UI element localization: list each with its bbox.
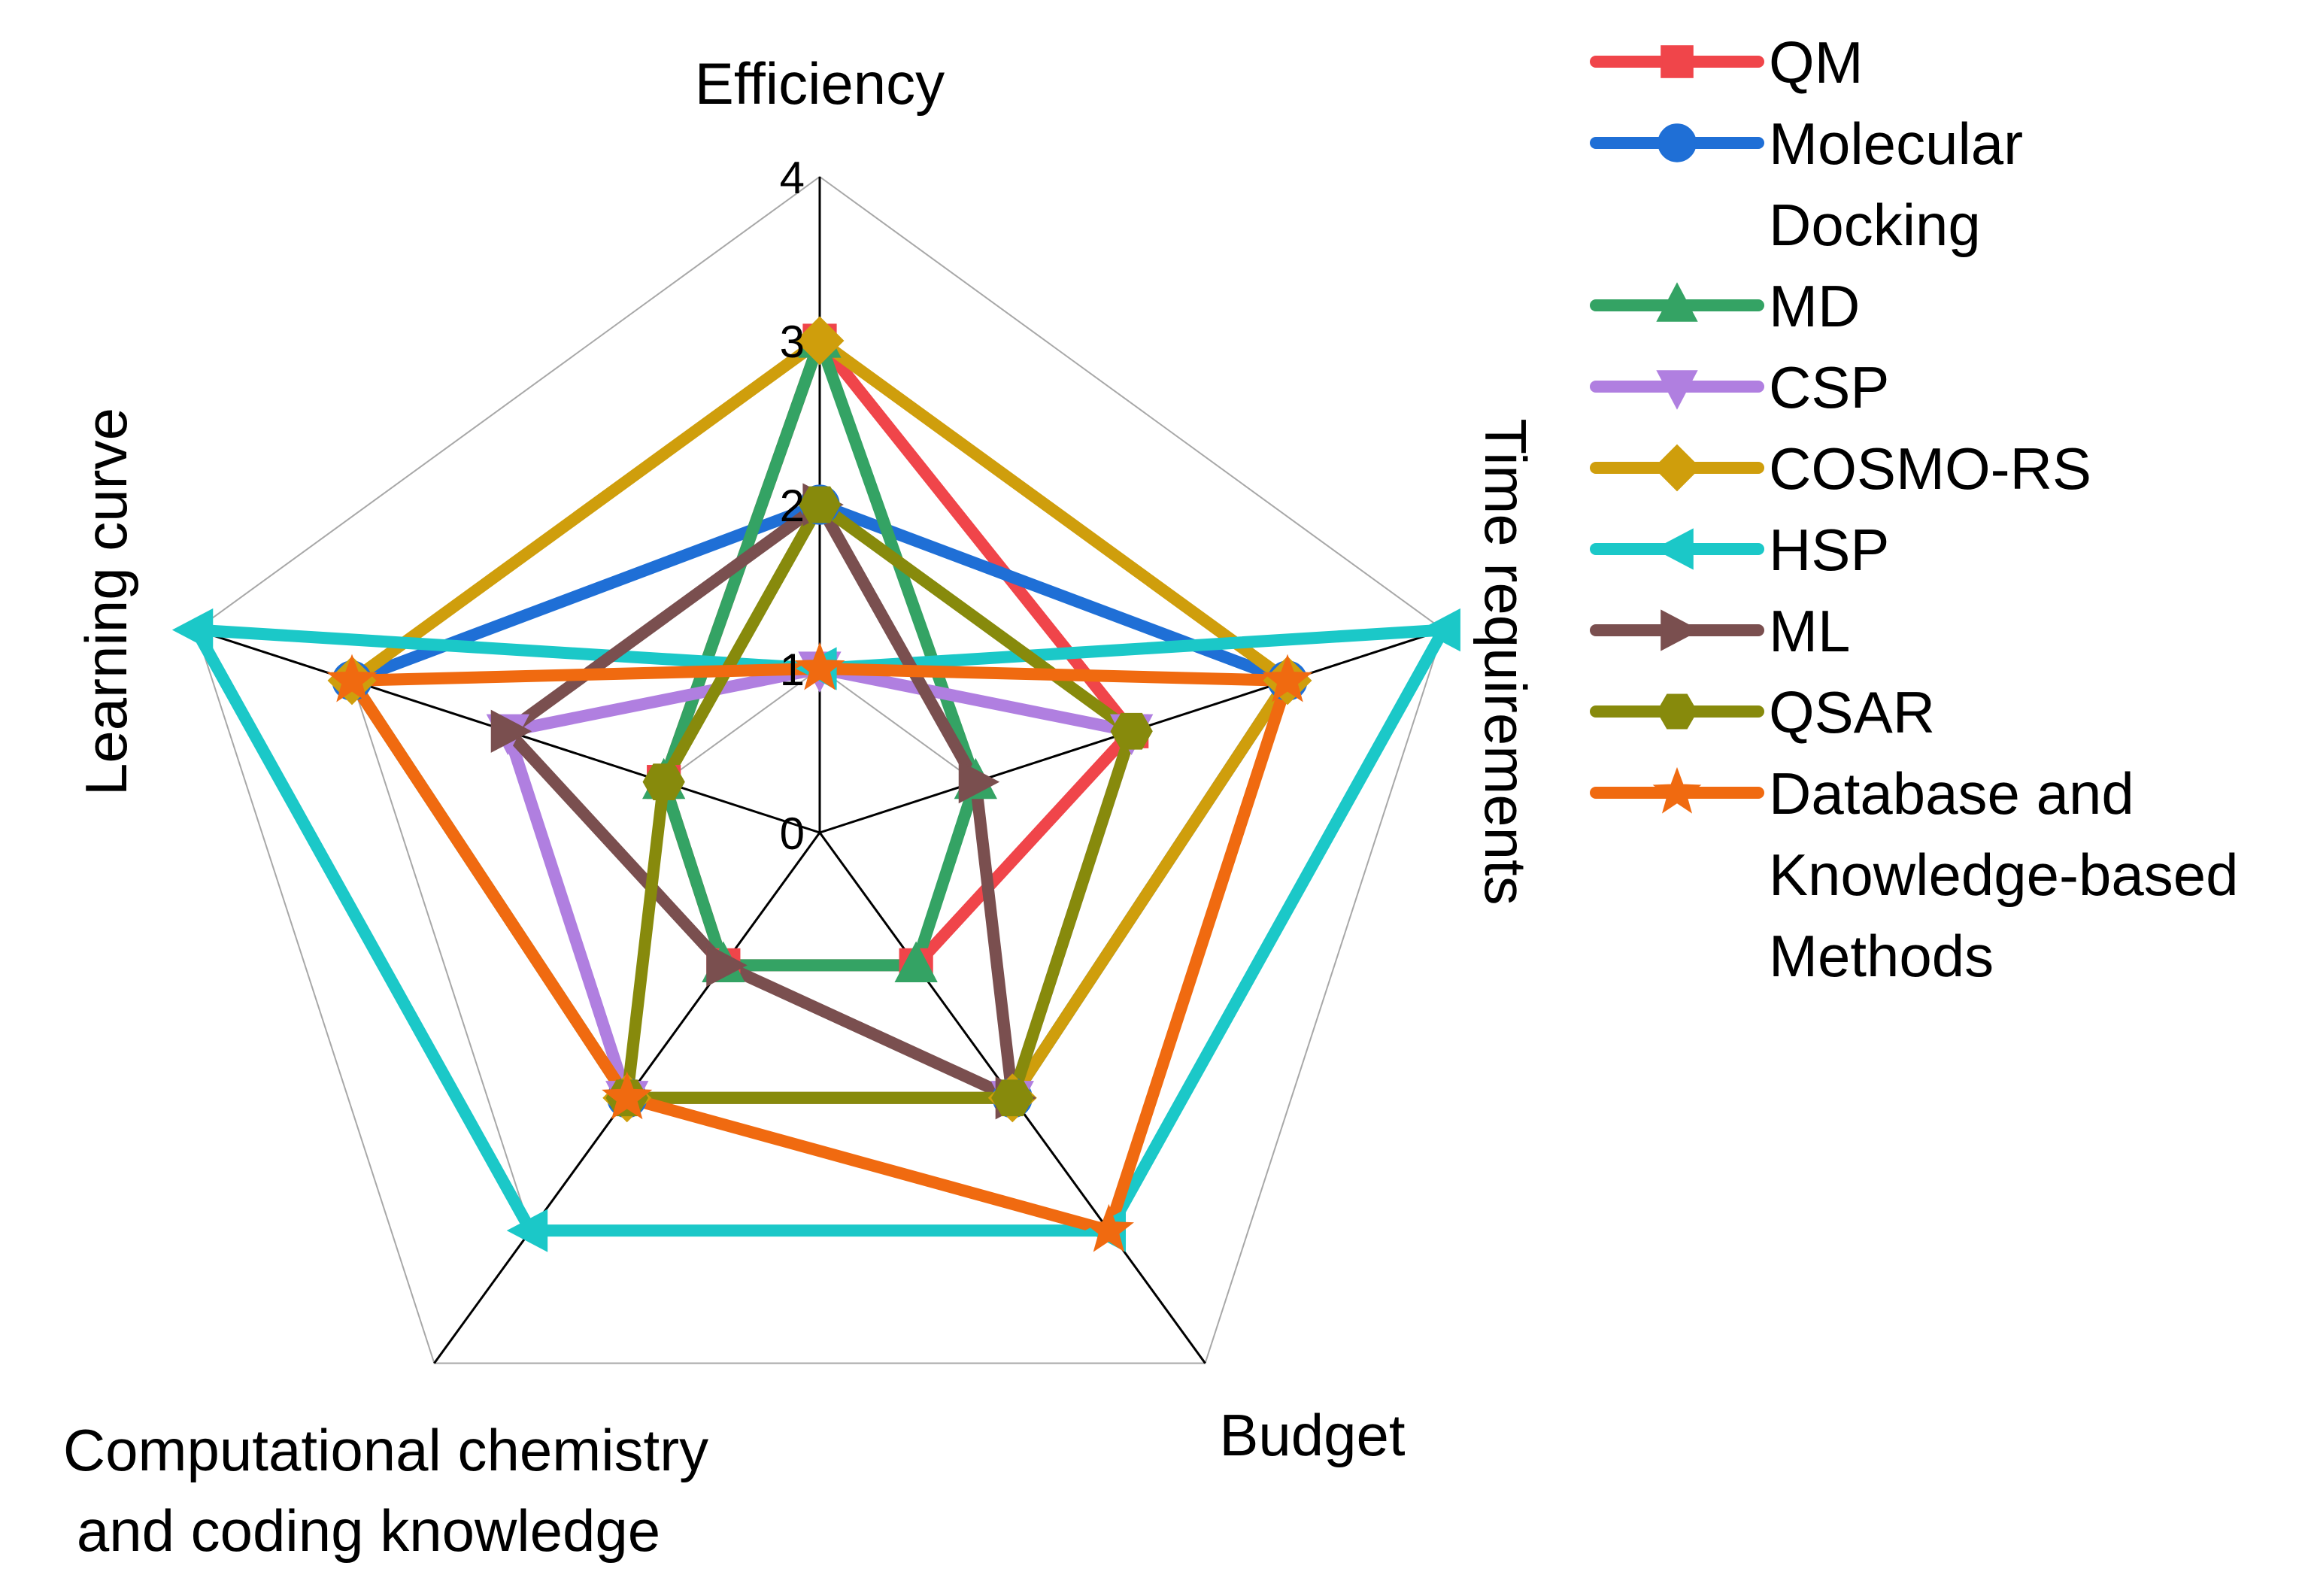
axis-title-computational-line1: Computational chemistry — [63, 1417, 708, 1483]
legend-marker-qsar — [1656, 693, 1698, 730]
data-point-hsp — [1419, 608, 1460, 652]
legend-marker-database-and-knowledge-based-methods — [1652, 766, 1702, 814]
legend-label-database-and-knowledge-based-methods: Database and — [1769, 760, 2134, 827]
data-point-database-and-knowledge-based-methods — [1083, 1203, 1134, 1252]
data-point-database-and-knowledge-based-methods — [1262, 654, 1313, 702]
legend-label-cosmo-rs: COSMO-RS — [1769, 435, 2091, 502]
series-line-qsar — [620, 499, 1138, 1104]
legend-label-csp: CSP — [1769, 354, 1889, 420]
axis-title-efficiency: Efficiency — [695, 50, 945, 117]
legend-label-qsar: QSAR — [1769, 679, 1935, 745]
legend-marker-md — [1656, 282, 1698, 322]
legend-label-hsp: HSP — [1769, 517, 1889, 583]
axis-title-learning-curve: Learning curve — [73, 408, 139, 796]
legend-label-molecular-docking: Docking — [1769, 192, 1981, 258]
data-point-ml — [706, 943, 748, 988]
data-point-database-and-knowledge-based-methods — [326, 654, 378, 702]
data-point-md — [894, 941, 938, 982]
axis-title-computational-line2: and coding knowledge — [77, 1497, 660, 1564]
legend-label-database-and-knowledge-based-methods: Methods — [1769, 923, 1994, 989]
data-point-database-and-knowledge-based-methods — [794, 642, 845, 690]
data-point-database-and-knowledge-based-methods — [602, 1071, 653, 1120]
series-layer — [190, 335, 1450, 1237]
tick-labels: 0 1 2 3 4 — [780, 153, 805, 859]
data-point-qsar — [991, 1079, 1034, 1117]
legend-marker-hsp — [1654, 528, 1694, 570]
tick-label: 2 — [780, 481, 805, 531]
legend-marker-qm — [1661, 45, 1694, 78]
grid-ring-4 — [195, 175, 1445, 1364]
data-point-ml — [958, 760, 1000, 804]
series-line-ml — [502, 499, 1019, 1104]
legend-label-molecular-docking: Molecular — [1769, 111, 2023, 177]
axis-title-time-requirements: Time requirements — [1472, 418, 1539, 905]
series-line-md — [657, 335, 982, 972]
legend-label-qm: QM — [1769, 29, 1864, 96]
tick-label: 3 — [780, 317, 805, 367]
tick-label: 1 — [780, 645, 805, 695]
data-point-cosmo-rs — [795, 316, 845, 366]
legend-label-database-and-knowledge-based-methods: Knowledge-based — [1769, 842, 2238, 908]
tick-label: 0 — [780, 809, 805, 859]
marker-layer — [171, 316, 1460, 1252]
axis-title-budget: Budget — [1219, 1402, 1406, 1468]
legend-label-ml: ML — [1769, 598, 1850, 664]
tick-label: 4 — [780, 153, 805, 203]
series-line-database-and-knowledge-based-methods — [346, 663, 1294, 1237]
legend-marker-cosmo-rs — [1653, 444, 1701, 492]
data-point-hsp — [506, 1209, 548, 1252]
data-point-ml — [490, 709, 532, 753]
legend-label-md: MD — [1769, 273, 1860, 339]
legend-marker-ml — [1661, 609, 1700, 651]
series-line-hsp — [190, 624, 1450, 1237]
data-point-qsar — [798, 486, 842, 523]
legend-marker-molecular-docking — [1658, 123, 1697, 162]
legend-marker-csp — [1656, 370, 1698, 410]
legend: QM Molecular Docking MD CSP COSMO-RS HSP ML QSAR… — [1590, 29, 2238, 989]
data-point-hsp — [171, 608, 214, 652]
data-point-qsar — [642, 763, 685, 801]
data-point-qsar — [1110, 712, 1153, 750]
